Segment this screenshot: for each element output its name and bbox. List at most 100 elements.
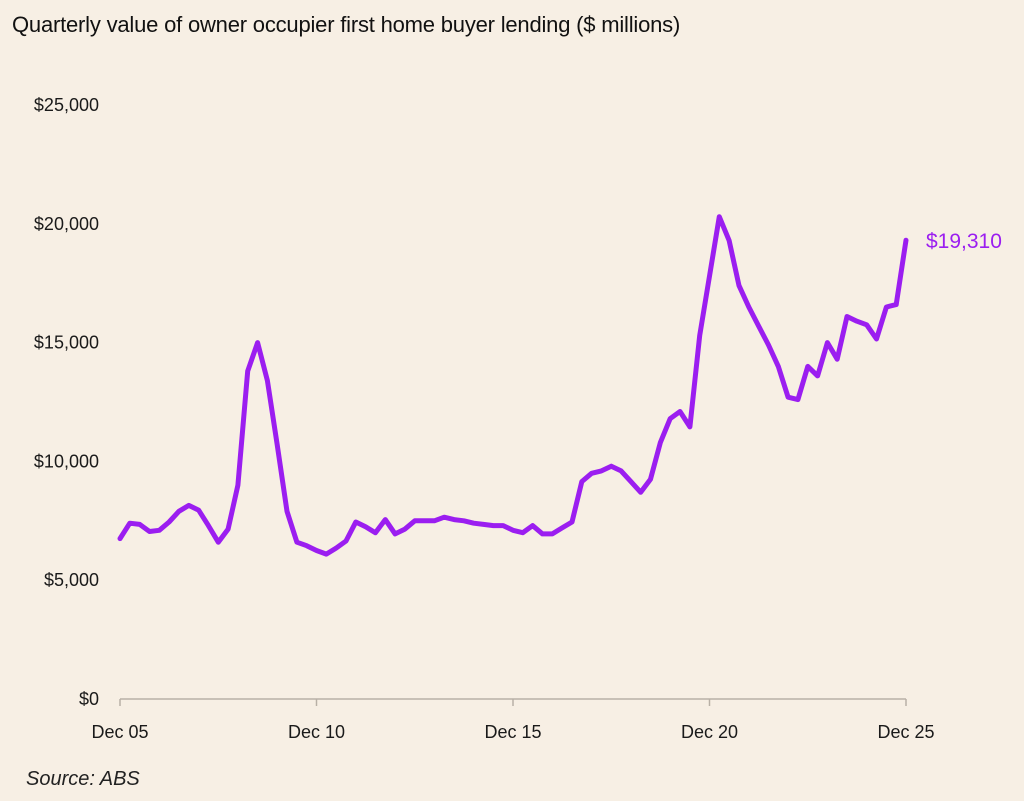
- data-point: [687, 424, 692, 429]
- data-point: [894, 302, 899, 307]
- data-point: [471, 521, 476, 526]
- data-point: [609, 464, 614, 469]
- data-point: [412, 518, 417, 523]
- data-point: [196, 508, 201, 513]
- data-point: [481, 522, 486, 527]
- data-point: [393, 531, 398, 536]
- data-point: [422, 518, 427, 523]
- data-point: [776, 364, 781, 369]
- data-point: [314, 548, 319, 553]
- data-point: [795, 397, 800, 402]
- y-tick-label: $0: [79, 689, 99, 709]
- data-point: [678, 409, 683, 414]
- x-axis: Dec 05 Dec 10 Dec 15 Dec 20 Dec 25: [91, 698, 935, 742]
- data-point: [540, 531, 545, 536]
- data-point: [874, 337, 879, 342]
- data-point: [363, 524, 368, 529]
- data-point: [127, 521, 132, 526]
- data-point: [805, 364, 810, 369]
- point-layer: [118, 214, 909, 556]
- data-point: [717, 214, 722, 219]
- data-point: [825, 340, 830, 345]
- x-tick-label: Dec 10: [288, 722, 345, 742]
- data-point: [786, 395, 791, 400]
- data-point: [579, 479, 584, 484]
- data-point: [265, 378, 270, 383]
- data-point: [845, 314, 850, 319]
- data-point: [638, 490, 643, 495]
- data-point: [285, 509, 290, 514]
- data-point: [226, 527, 231, 532]
- data-point: [294, 540, 299, 545]
- data-point: [334, 546, 339, 551]
- data-point: [756, 324, 761, 329]
- data-point: [167, 520, 172, 525]
- data-point: [864, 322, 869, 327]
- data-point: [560, 525, 565, 530]
- data-point: [766, 343, 771, 348]
- y-tick-label: $20,000: [34, 214, 99, 234]
- series-layer: [117, 214, 909, 557]
- data-point: [570, 520, 575, 525]
- data-point: [854, 319, 859, 324]
- data-point: [216, 540, 221, 545]
- data-point: [668, 416, 673, 421]
- data-point: [245, 369, 250, 374]
- x-tick-label: Dec 05: [91, 722, 148, 742]
- series-line: [117, 214, 909, 557]
- data-point: [147, 529, 152, 534]
- y-axis: $0 $5,000 $10,000 $15,000 $20,000 $25,000: [34, 95, 99, 709]
- x-tick-label: Dec 15: [484, 722, 541, 742]
- data-point: [648, 477, 653, 482]
- data-point: [383, 517, 388, 522]
- data-point: [275, 442, 280, 447]
- chart-title: Quarterly value of owner occupier first …: [12, 12, 681, 37]
- data-point: [511, 528, 516, 533]
- data-point: [599, 468, 604, 473]
- x-tick-label: Dec 20: [681, 722, 738, 742]
- data-point: [432, 518, 437, 523]
- data-point: [619, 468, 624, 473]
- end-value-label: $19,310: [926, 230, 1002, 253]
- data-point: [373, 530, 378, 535]
- data-point: [707, 274, 712, 279]
- data-point: [206, 523, 211, 528]
- data-point: [884, 305, 889, 310]
- data-point: [324, 552, 329, 557]
- data-point: [550, 531, 555, 536]
- data-point: [658, 440, 663, 445]
- data-point: [186, 503, 191, 508]
- data-point: [452, 517, 457, 522]
- y-tick-label: $15,000: [34, 333, 99, 353]
- data-point: [746, 305, 751, 310]
- data-point: [137, 522, 142, 527]
- data-point: [520, 530, 525, 535]
- data-point: [628, 479, 633, 484]
- source-note: Source: ABS: [26, 768, 140, 790]
- data-point: [815, 373, 820, 378]
- data-point: [442, 515, 447, 520]
- y-tick-label: $10,000: [34, 451, 99, 471]
- data-point: [491, 523, 496, 528]
- data-point: [697, 333, 702, 338]
- data-point: [461, 518, 466, 523]
- y-tick-label: $25,000: [34, 95, 99, 115]
- data-point: [157, 528, 162, 533]
- data-point: [353, 520, 358, 525]
- y-tick-label: $5,000: [44, 570, 99, 590]
- data-point: [904, 238, 909, 243]
- data-point: [589, 471, 594, 476]
- data-point: [402, 527, 407, 532]
- data-point: [727, 238, 732, 243]
- data-point: [235, 483, 240, 488]
- data-point: [530, 523, 535, 528]
- data-point: [255, 340, 260, 345]
- data-point: [176, 509, 181, 514]
- data-point: [118, 536, 123, 541]
- data-point: [737, 283, 742, 288]
- data-point: [835, 357, 840, 362]
- data-point: [344, 539, 349, 544]
- data-point: [501, 523, 506, 528]
- data-point: [304, 543, 309, 548]
